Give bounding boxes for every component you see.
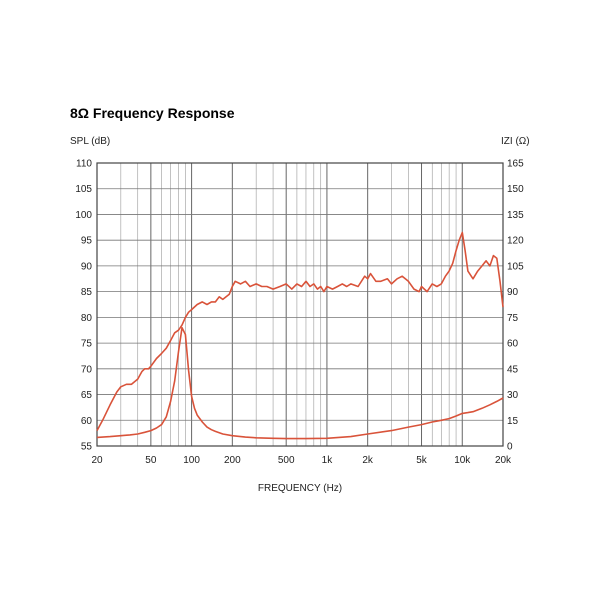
y2-tick-label: 75 xyxy=(507,313,519,324)
y-tick-label: 75 xyxy=(81,339,93,350)
y-tick-label: 80 xyxy=(81,313,93,324)
plot-frame xyxy=(96,162,504,447)
chart-title: 8Ω Frequency Response xyxy=(70,105,235,121)
y-tick-label: 85 xyxy=(81,287,93,298)
y2-tick-label: 45 xyxy=(507,364,519,375)
y-tick-label: 105 xyxy=(75,184,92,195)
x-axis-label: FREQUENCY (Hz) xyxy=(258,483,342,494)
y-tick-label: 95 xyxy=(81,236,93,247)
y-axis-label: SPL (dB) xyxy=(70,136,110,147)
chart-marks xyxy=(96,231,504,440)
y2-tick-label: 90 xyxy=(507,287,519,298)
y2-tick-label: 30 xyxy=(507,390,519,401)
x-tick-label: 2k xyxy=(362,455,374,466)
x-tick-label: 500 xyxy=(278,455,295,466)
y2-tick-label: 150 xyxy=(507,184,524,195)
grid xyxy=(96,162,504,447)
y-tick-label: 110 xyxy=(76,159,92,170)
y2-axis-label: IZI (Ω) xyxy=(501,136,530,147)
y-tick-label: 55 xyxy=(81,442,93,453)
y2-tick-label: 15 xyxy=(507,416,519,427)
spl-line xyxy=(96,231,504,431)
x-tick-label: 10k xyxy=(454,455,471,466)
y2-tick-label: 165 xyxy=(507,159,524,170)
x-tick-label: 100 xyxy=(183,455,200,466)
y-tick-label: 90 xyxy=(81,261,93,272)
x-tick-label: 20 xyxy=(91,455,103,466)
x-tick-label: 20k xyxy=(495,455,512,466)
tick-labels: 20 50 100 200 500 1k 2k 5k 10k 20k 55 60 65 70 75 80 85 9… xyxy=(75,159,524,467)
x-tick-label: 50 xyxy=(145,455,157,466)
x-tick-label: 200 xyxy=(224,455,241,466)
y2-tick-label: 60 xyxy=(507,339,519,350)
impedance-line xyxy=(96,326,504,440)
y-tick-label: 100 xyxy=(75,210,92,221)
y-tick-label: 65 xyxy=(81,390,93,401)
x-tick-label: 5k xyxy=(416,455,428,466)
y-tick-label: 60 xyxy=(81,416,93,427)
y2-tick-label: 0 xyxy=(507,442,513,453)
x-tick-label: 1k xyxy=(322,455,334,466)
y-tick-label: 70 xyxy=(81,364,93,375)
y2-tick-label: 105 xyxy=(507,261,524,272)
y2-tick-label: 135 xyxy=(507,210,524,221)
y2-tick-label: 120 xyxy=(507,236,524,247)
